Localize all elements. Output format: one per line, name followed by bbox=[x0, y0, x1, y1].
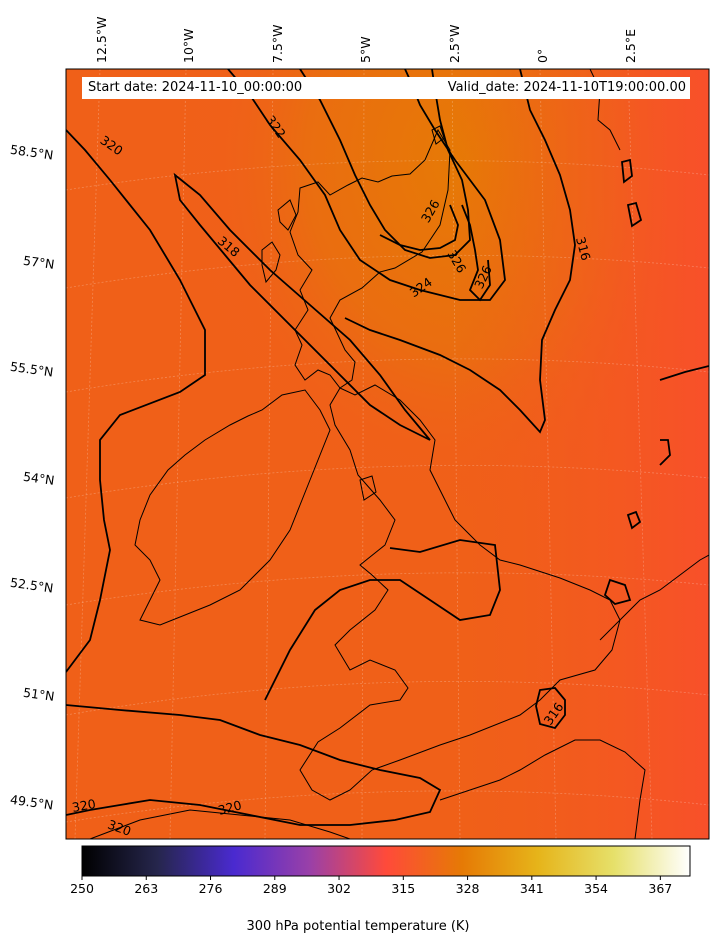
colorbar-tick-label: 263 bbox=[134, 881, 158, 896]
contour-326-a bbox=[379, 204, 459, 251]
lon-label: 2.5°W bbox=[447, 25, 462, 64]
lat-label: 49.5°N bbox=[9, 792, 54, 813]
contour-320-south bbox=[66, 704, 442, 826]
contour-316-east bbox=[344, 69, 576, 434]
contour-316-south bbox=[535, 687, 566, 730]
contour-shetland bbox=[621, 158, 633, 184]
lat-label: 52.5°N bbox=[9, 575, 54, 596]
colorbar-tick-label: 315 bbox=[391, 881, 415, 896]
contour-324 bbox=[299, 69, 471, 259]
lon-label: 0° bbox=[535, 49, 550, 63]
lon-label: 7.5°W bbox=[270, 25, 285, 64]
colorbar-tick-label: 341 bbox=[520, 881, 544, 896]
contour-label: 320 bbox=[71, 796, 97, 815]
lat-label: 58.5°N bbox=[9, 142, 54, 163]
contour-east-blob bbox=[626, 510, 642, 530]
lon-label: 10°W bbox=[181, 28, 196, 63]
colorbar: 250 263 276 289 302 315 328 341 354 367 bbox=[70, 845, 691, 896]
valid-date-label: Valid_date: 2024-11-10T19:00:00.00 bbox=[447, 80, 686, 95]
colorbar-gradient bbox=[81, 845, 691, 877]
start-date-label: Start date: 2024-11-10_00:00:00 bbox=[88, 80, 303, 95]
colorbar-tick-label: 276 bbox=[199, 881, 223, 896]
lat-label: 57°N bbox=[22, 253, 55, 272]
lat-label: 51°N bbox=[22, 685, 55, 704]
lon-label: 5°W bbox=[358, 36, 373, 63]
contour-label: 316 bbox=[573, 235, 594, 262]
longitude-labels: 12.5°W 10°W 7.5°W 5°W 2.5°W 0° 2.5°E bbox=[94, 17, 638, 63]
colorbar-tick-label: 289 bbox=[263, 881, 287, 896]
contour-label: 320 bbox=[216, 797, 243, 818]
contour-322 bbox=[227, 69, 506, 301]
colorbar-tick-label: 354 bbox=[584, 881, 608, 896]
colorbar-tick-label: 302 bbox=[327, 881, 351, 896]
contour-318-tongue bbox=[173, 172, 431, 441]
contours bbox=[66, 69, 709, 826]
lon-label: 12.5°W bbox=[94, 17, 109, 63]
map-frame bbox=[65, 68, 710, 840]
colorbar-tick-label: 250 bbox=[70, 881, 94, 896]
temperature-field: 320 322 318 326 324 326 326 316 320 320 … bbox=[66, 69, 709, 839]
contour-east-small bbox=[603, 578, 632, 605]
colorbar-tick-label: 328 bbox=[456, 881, 480, 896]
colorbar-label: 300 hPa potential temperature (K) bbox=[246, 919, 470, 934]
colorbar-tick-label: 367 bbox=[648, 881, 672, 896]
header-box bbox=[82, 77, 690, 99]
contour-320-west bbox=[66, 129, 206, 673]
contour-320-inner bbox=[264, 539, 501, 701]
lon-label: 2.5°E bbox=[623, 29, 638, 63]
lat-label: 55.5°N bbox=[9, 359, 54, 380]
lat-label: 54°N bbox=[22, 469, 55, 488]
contour-shetland-2 bbox=[626, 201, 643, 228]
contour-far-east bbox=[659, 365, 709, 381]
contour-326-b bbox=[461, 204, 491, 302]
contour-east-channel bbox=[659, 439, 671, 466]
latitude-labels: 58.5°N 57°N 55.5°N 54°N 52.5°N 51°N 49.5… bbox=[9, 142, 55, 813]
